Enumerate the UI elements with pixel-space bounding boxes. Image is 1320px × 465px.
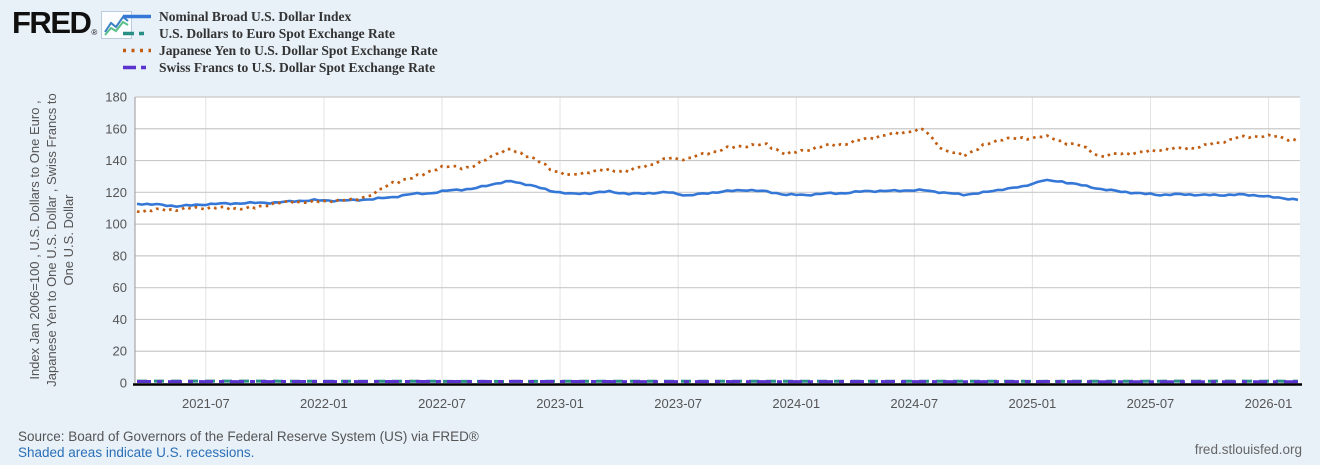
legend-marker-dashed-line-icon	[123, 31, 151, 36]
x-tick-label: 2022-01	[300, 396, 348, 411]
x-tick-label: 2025-07	[1127, 396, 1175, 411]
y-tick-label: 20	[113, 344, 127, 359]
x-tick-label: 2026-01	[1245, 396, 1293, 411]
fred-logo-text: FRED	[12, 5, 92, 40]
legend-marker-solid-line-icon	[123, 14, 151, 19]
fred-logo-registered-mark: ®	[91, 28, 98, 37]
plot-background	[135, 97, 1300, 383]
series-line-japanese-yen-to-us-dollar[interactable]	[136, 126, 1299, 214]
legend-label: Japanese Yen to U.S. Dollar Spot Exchang…	[159, 43, 438, 58]
x-tick-label: 2024-01	[772, 396, 820, 411]
y-axis-label-line: Index Jan 2006=100 , U.S. Dollars to One…	[27, 100, 42, 380]
x-tick-label: 2025-01	[1009, 396, 1057, 411]
x-tick-label: 2021-07	[182, 396, 230, 411]
fred-watermark-link[interactable]: fred.stlouisfed.org	[1194, 442, 1302, 457]
y-tick-label: 80	[113, 248, 127, 263]
legend-marker-dashed-line-icon	[123, 65, 151, 70]
x-tick-label: 2024-07	[890, 396, 938, 411]
legend-item-us-dollars-to-euro[interactable]: U.S. Dollars to Euro Spot Exchange Rate	[122, 25, 438, 42]
y-tick-label: 60	[113, 280, 127, 295]
chart-footer: Source: Board of Governors of the Federa…	[18, 429, 479, 461]
source-text: Source: Board of Governors of the Federa…	[18, 429, 479, 444]
y-axis-label-line: One U.S. Dollar	[61, 194, 76, 286]
legend-label: Swiss Francs to U.S. Dollar Spot Exchang…	[159, 60, 436, 75]
y-tick-label: 160	[105, 121, 127, 136]
recession-note-link[interactable]: Shaded areas indicate U.S. recessions.	[18, 445, 255, 460]
chart-legend: Nominal Broad U.S. Dollar Index U.S. Dol…	[122, 8, 438, 76]
y-axis-label-line: Japanese Yen to One U.S. Dollar , Swiss …	[44, 93, 59, 387]
y-axis-label: Index Jan 2006=100 , U.S. Dollars to One…	[26, 50, 78, 430]
legend-marker-dotted-line-icon	[123, 48, 151, 53]
legend-item-swiss-francs-to-us-dollar[interactable]: Swiss Francs to U.S. Dollar Spot Exchang…	[122, 59, 438, 76]
y-tick-label: 40	[113, 312, 127, 327]
fred-logo: FRED ®	[12, 5, 133, 40]
y-tick-label: 0	[120, 376, 127, 391]
x-tick-label: 2022-07	[418, 396, 466, 411]
y-tick-label: 100	[105, 217, 127, 232]
legend-label: Nominal Broad U.S. Dollar Index	[159, 9, 352, 24]
x-tick-label: 2023-07	[654, 396, 702, 411]
y-tick-label: 120	[105, 185, 127, 200]
legend-item-nominal-broad-us-dollar-index[interactable]: Nominal Broad U.S. Dollar Index	[122, 8, 438, 25]
x-tick-label: 2023-01	[536, 396, 584, 411]
legend-label: U.S. Dollars to Euro Spot Exchange Rate	[159, 26, 396, 41]
legend-item-japanese-yen-to-us-dollar[interactable]: Japanese Yen to U.S. Dollar Spot Exchang…	[122, 42, 438, 59]
y-tick-label: 180	[105, 90, 127, 105]
y-tick-label: 140	[105, 153, 127, 168]
chart-canvas[interactable]: 0 20 40 60 80 100 120 140 160 180 2021-07 2022-01 20…	[0, 0, 1320, 430]
